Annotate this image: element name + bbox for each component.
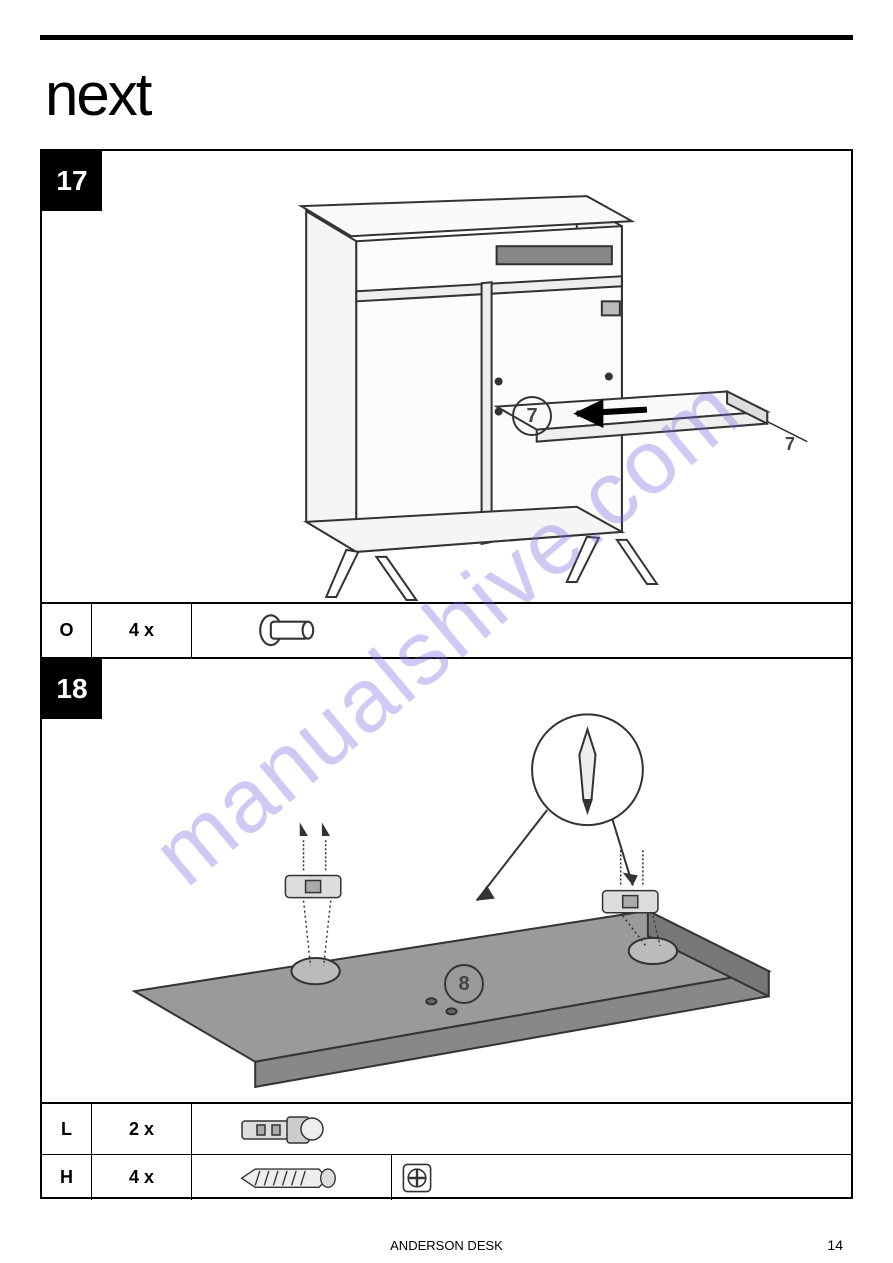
- step-18-parts: L 2 x H 4 x: [42, 1102, 851, 1197]
- step-18-panel: 18: [40, 659, 853, 1199]
- tool-phillips: [392, 1155, 442, 1200]
- phillips-icon: [401, 1162, 433, 1194]
- step-18-diagram: 8: [42, 659, 851, 1102]
- part-id-H: H: [42, 1155, 92, 1200]
- part-image-screw: [192, 1155, 392, 1200]
- screw-icon: [212, 1160, 371, 1196]
- door-panel-diagram: [42, 659, 851, 1102]
- page-number: 14: [827, 1237, 843, 1253]
- step-17-diagram: 7 7: [42, 151, 851, 602]
- part-image-hinge: [192, 1104, 392, 1154]
- part-qty: 4 x: [92, 604, 192, 657]
- brand-logo: next: [40, 60, 853, 129]
- parts-row-hinge: L 2 x: [42, 1104, 851, 1154]
- hinge-icon: [212, 1109, 372, 1149]
- cabinet-diagram: [42, 151, 851, 602]
- shelf-pin-icon: [212, 609, 372, 651]
- part-qty-L: 2 x: [92, 1104, 192, 1154]
- page-frame: next 17: [40, 35, 853, 1223]
- footer-title: ANDERSON DESK: [0, 1238, 893, 1253]
- parts-row-screw: H 4 x: [42, 1154, 851, 1200]
- part-qty-H: 4 x: [92, 1155, 192, 1200]
- top-rule: [40, 35, 853, 40]
- step-17-panel: 17: [40, 149, 853, 659]
- part-id-L: L: [42, 1104, 92, 1154]
- callout-7-shelf: 7: [512, 396, 552, 436]
- callout-7-leader: 7: [785, 434, 795, 455]
- callout-8-panel: 8: [444, 964, 484, 1004]
- step-17-parts: O 4 x: [42, 602, 851, 657]
- part-image-shelf-pin: [192, 604, 392, 657]
- part-id: O: [42, 604, 92, 657]
